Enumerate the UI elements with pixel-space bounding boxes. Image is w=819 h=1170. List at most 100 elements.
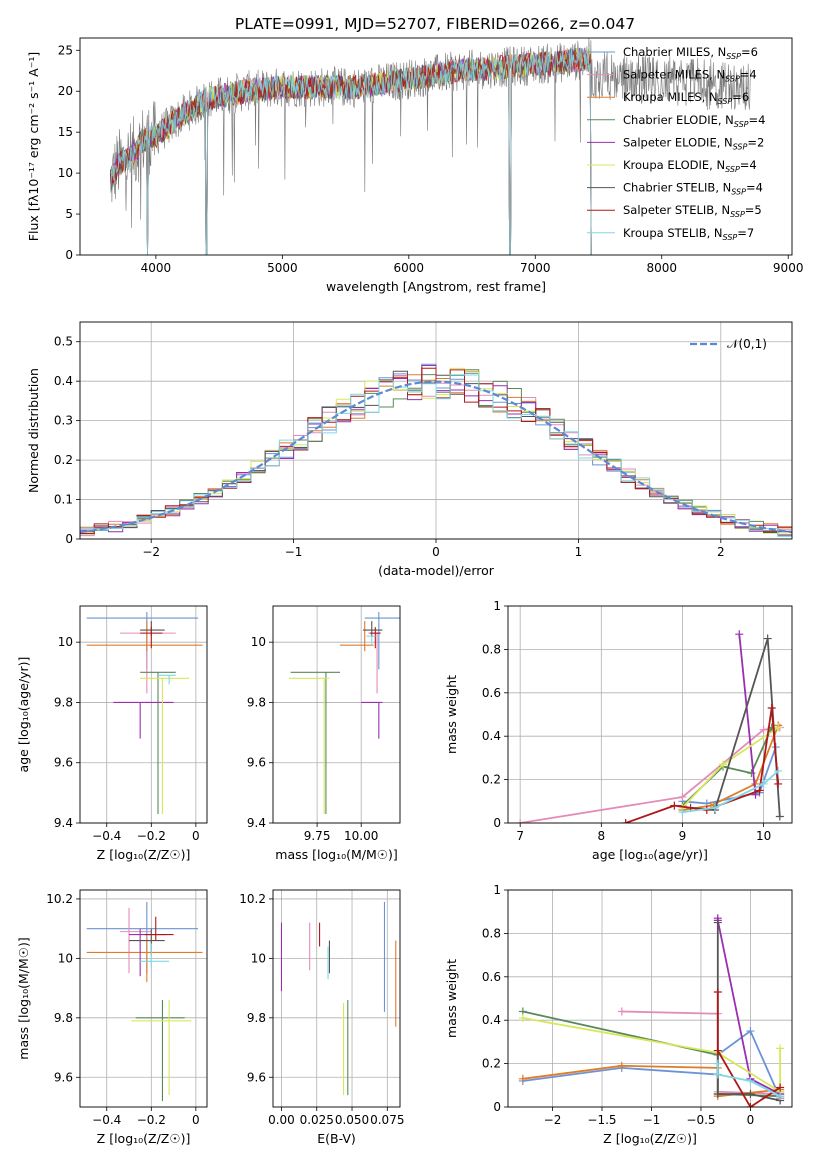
x-tick-label: 0 — [192, 1113, 200, 1127]
weight-series-line — [522, 1017, 781, 1094]
y-axis-label: age [log₁₀(age/yr)] — [16, 657, 31, 773]
panel-mass-vs-z: −0.4 −0.2 0 9.6 9.8 10 10.2 Z [log₁₀(Z/Z☉)] mass… — [16, 889, 208, 1146]
spectrum-model-line — [109, 48, 592, 255]
y-tick-label: 10.2 — [46, 892, 73, 906]
plot-area-age-vs-mass — [288, 612, 400, 814]
weight-series-line — [716, 1063, 781, 1098]
weight-point-marker — [774, 779, 783, 788]
plot-area-spectrum — [109, 38, 751, 255]
legend-residuals: 𝒩(0,1) — [690, 337, 767, 351]
y-tick-label: 0.2 — [482, 1057, 501, 1071]
y-tick-label: 9.8 — [54, 695, 73, 709]
y-tick-label: 20 — [58, 84, 73, 98]
y-tick-label: 1 — [493, 599, 501, 613]
weight-series-line — [625, 707, 780, 823]
errorbar-point — [140, 677, 190, 814]
x-tick-label: −0.4 — [92, 829, 121, 843]
y-tick-label: 0.4 — [54, 374, 73, 388]
x-tick-label: 7 — [516, 829, 524, 843]
weight-point-marker — [775, 812, 784, 821]
axes-frame-age-vs-mass — [272, 605, 401, 824]
y-tick-label: 0 — [65, 248, 73, 262]
x-tick-label: 5000 — [267, 261, 298, 275]
plot-area-mass-vs-z — [86, 901, 203, 1102]
grid-mass-vs-ebv — [273, 890, 400, 1107]
errorbar-point — [86, 901, 199, 974]
x-tick-label: 2 — [717, 545, 725, 559]
x-tick-label: −2 — [544, 1113, 562, 1127]
weight-point-marker — [776, 1083, 785, 1092]
weight-point-marker — [678, 808, 687, 817]
plot-area-weight-vs-age — [516, 630, 784, 823]
weight-point-marker — [710, 803, 719, 812]
weight-point-marker — [774, 766, 783, 775]
axes-frame-weight-vs-z — [507, 889, 793, 1108]
plot-area-age-vs-z — [86, 612, 203, 814]
weight-point-marker — [713, 1059, 722, 1068]
weight-point-marker — [735, 630, 744, 639]
grid-mass-vs-z — [80, 890, 207, 1107]
y-tick-label: 9.6 — [247, 756, 266, 770]
x-tick-label: −1 — [285, 545, 303, 559]
weight-series-line — [716, 992, 781, 1107]
legend-spectrum: Chabrier MILES, NSSP=6 Salpeter MILES, NS… — [587, 45, 765, 242]
normal-reference-curve — [80, 380, 792, 534]
y-tick-label: 0.3 — [54, 414, 73, 428]
x-tick-label: 8 — [597, 829, 605, 843]
panel-weight-vs-age: 7 8 9 10 0 0.2 0.4 0.6 0.8 1 age [log₁₀(age/yr)] ma… — [444, 599, 793, 862]
weight-point-marker — [713, 1089, 722, 1098]
weight-point-marker — [713, 918, 722, 927]
errorbar-point — [362, 621, 383, 637]
x-tick-label: 0.025 — [300, 1113, 334, 1127]
y-tick-label: 10 — [58, 166, 73, 180]
axes-frame-age-vs-z — [79, 605, 208, 824]
errorbar-point — [140, 671, 176, 814]
x-tick-label: 7000 — [520, 261, 551, 275]
axes-frame-mass-vs-z — [79, 889, 208, 1108]
errorbar-point — [140, 943, 170, 968]
legend-label: Chabrier STELIB, NSSP=4 — [623, 181, 763, 197]
x-tick-label: 10 — [756, 829, 771, 843]
weight-point-marker — [767, 703, 776, 712]
axes-frame-mass-vs-ebv — [272, 889, 401, 1108]
y-tick-label: 0.1 — [54, 493, 73, 507]
errorbar-point — [361, 701, 383, 739]
axes-frame-weight-vs-age — [507, 605, 793, 824]
x-tick-label: −1.5 — [587, 1113, 616, 1127]
y-axis-label: Normed distribution — [26, 368, 41, 493]
weight-point-marker — [670, 801, 679, 810]
spectrum-model-line — [109, 47, 592, 255]
y-tick-label: 0.8 — [482, 926, 501, 940]
weight-point-marker — [776, 1092, 785, 1101]
legend-label: Chabrier MILES, NSSP=6 — [623, 45, 758, 61]
x-tick-label: 0.050 — [335, 1113, 369, 1127]
weight-point-marker — [755, 786, 764, 795]
x-axis-label: mass [log₁₀(M/M☉)] — [275, 847, 397, 862]
plot-area-weight-vs-z — [518, 914, 785, 1107]
errorbar-point — [157, 674, 176, 685]
legend-label: Chabrier ELODIE, NSSP=4 — [623, 113, 765, 129]
x-tick-label: 0 — [192, 829, 200, 843]
x-axis-label: Z [log₁₀(Z/Z☉)] — [97, 1131, 191, 1146]
y-tick-label: 9.8 — [54, 1011, 73, 1025]
weight-point-marker — [518, 1014, 527, 1023]
errorbar-point — [290, 671, 341, 814]
x-tick-label: 1 — [575, 545, 583, 559]
errorbar-point — [86, 612, 199, 670]
weight-series-line — [682, 770, 779, 813]
weight-point-marker — [621, 819, 630, 823]
y-tick-label: 0 — [65, 532, 73, 546]
errorbar-point — [364, 612, 400, 670]
x-axis-label: (data-model)/error — [378, 563, 495, 578]
x-tick-label: 4000 — [141, 261, 172, 275]
legend-label: 𝒩(0,1) — [727, 337, 767, 351]
weight-point-marker — [713, 1070, 722, 1079]
grid-age-vs-mass — [273, 606, 400, 824]
weight-series-line — [520, 726, 780, 823]
y-axis-label: mass weight — [444, 959, 459, 1038]
x-tick-label: 0.00 — [268, 1113, 295, 1127]
grid-age-vs-z — [80, 606, 207, 824]
legend-label: Salpeter STELIB, NSSP=5 — [623, 203, 762, 219]
panel-weight-vs-z: −2 −1.5 −1 −0.5 0 0 0.2 0.4 0.6 0.8 1 Z [log₁₀(Z/Z☉… — [444, 883, 793, 1146]
